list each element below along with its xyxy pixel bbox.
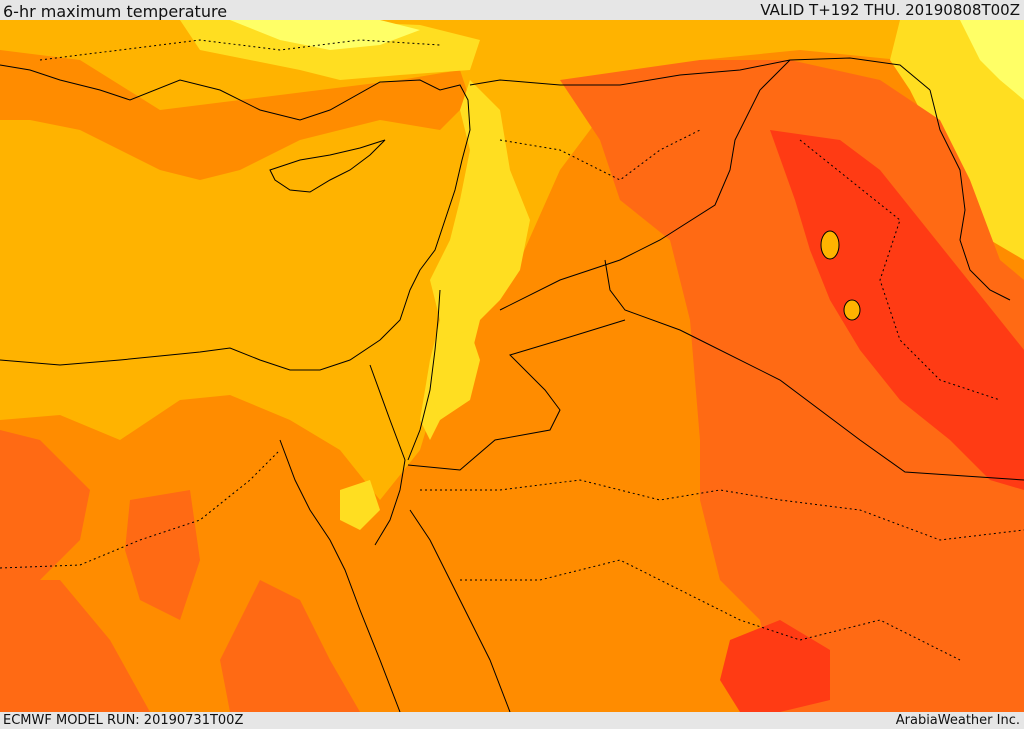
yellow-band-zagros — [890, 20, 1024, 260]
dotted-boundary-saudi-1 — [420, 479, 1024, 541]
lake-razzaza — [843, 299, 861, 321]
dotted-boundary-iraq — [799, 139, 1001, 401]
valid-time-label: VALID T+192 THU. 20190808T00Z — [760, 1, 1020, 19]
mediterranean-coastline — [0, 64, 471, 371]
dotted-boundary-egypt — [0, 449, 281, 569]
model-run-label: ECMWF MODEL RUN: 20190731T00Z — [3, 713, 244, 728]
dotted-boundary-syria — [499, 129, 701, 181]
cyprus-outline — [269, 139, 386, 193]
red-region-najd — [720, 620, 830, 712]
red-region-mesopotamia — [770, 130, 1024, 490]
dark-orange-region-egypt — [0, 430, 90, 580]
map-title: 6-hr maximum temperature — [3, 2, 228, 21]
credit-label: ArabiaWeather Inc. — [895, 713, 1020, 728]
pale-yellow-zagros — [960, 20, 1024, 100]
red-sea-coast-east — [409, 509, 511, 712]
border-iraq-iran — [929, 89, 1011, 301]
map-canvas — [0, 20, 1024, 712]
dotted-boundary-anatolia — [39, 39, 441, 61]
border-egypt-sinai — [369, 364, 406, 546]
lake-tharthar — [820, 230, 840, 260]
yellow-pocket-sinai — [340, 480, 380, 530]
dark-orange-region-sw — [0, 580, 150, 712]
red-sea-coast-west — [279, 439, 401, 712]
temperature-map[interactable] — [0, 20, 1024, 712]
dark-orange-region-upper-egypt — [125, 490, 200, 620]
pale-yellow-north — [230, 20, 420, 50]
border-syria-turkey — [469, 57, 931, 91]
border-jordan-saudi — [407, 319, 626, 471]
yellow-pocket-jordan — [430, 330, 480, 420]
orange-region-anatolia — [0, 50, 470, 180]
map-footer: ECMWF MODEL RUN: 20190731T00Z ArabiaWeat… — [0, 712, 1024, 729]
map-header: 6-hr maximum temperature VALID T+192 THU… — [0, 0, 1024, 21]
border-israel-jordan — [407, 289, 441, 461]
border-jordan-iraq — [604, 259, 1024, 481]
dark-orange-region-red-sea — [220, 580, 360, 712]
border-syria-iraq — [499, 59, 791, 311]
